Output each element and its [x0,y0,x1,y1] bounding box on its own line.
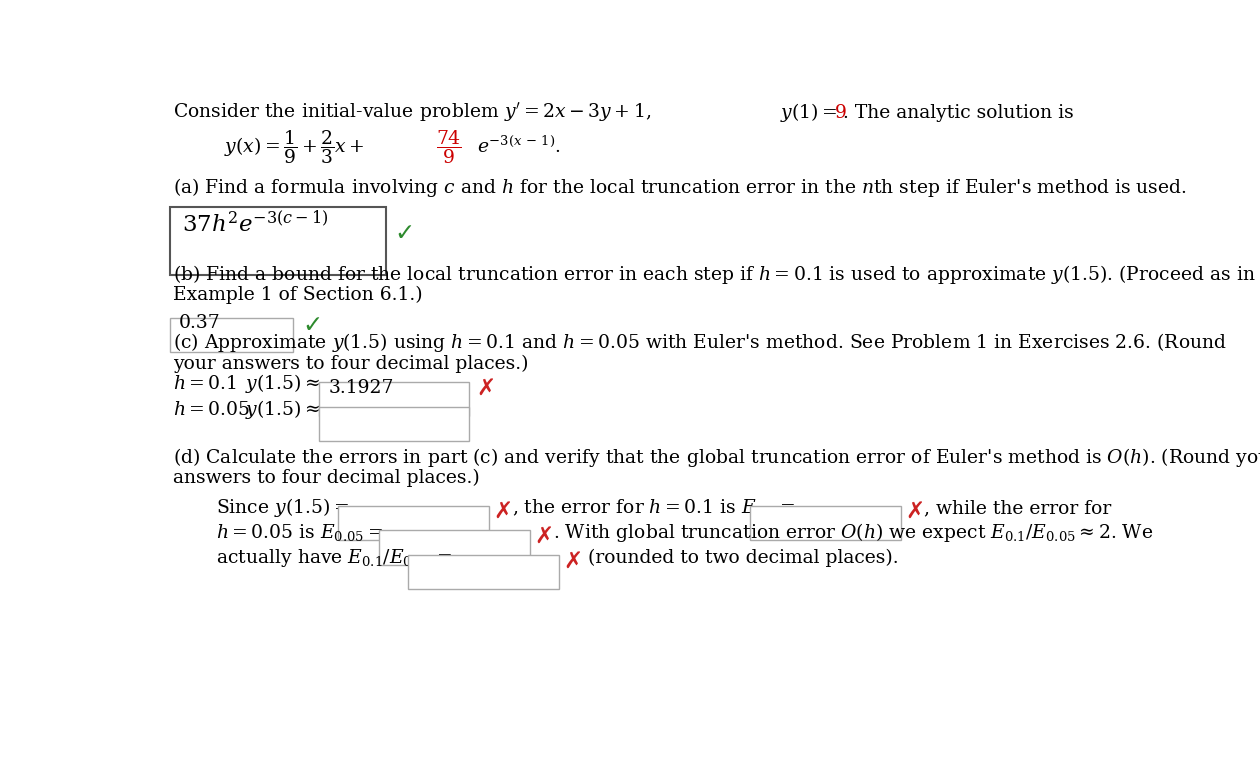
Text: $h = 0.05$: $h = 0.05$ [173,401,251,419]
Text: ✗: ✗ [494,501,513,524]
FancyBboxPatch shape [379,530,529,565]
Text: , the error for $h = 0.1$ is $E_{0.1} = $: , the error for $h = 0.1$ is $E_{0.1} = … [512,497,795,518]
Text: $y(1.5) \approx$: $y(1.5) \approx$ [246,372,320,395]
Text: actually have $E_{0.1}/E_{0.05} = $: actually have $E_{0.1}/E_{0.05} = $ [217,547,452,568]
Text: $9$: $9$ [834,104,847,122]
Text: Consider the initial-value problem $y' = 2x - 3y + 1,$: Consider the initial-value problem $y' =… [173,101,651,124]
Text: Since $y(1.5) = $: Since $y(1.5) = $ [217,497,349,520]
Text: . With global truncation error $O(h)$ we expect $E_{0.1}/E_{0.05} \approx 2$. We: . With global truncation error $O(h)$ we… [553,521,1153,544]
Text: $y(1) = $: $y(1) = $ [780,101,837,124]
Text: . The analytic solution is: . The analytic solution is [843,104,1074,122]
FancyBboxPatch shape [408,555,559,589]
Text: ✗: ✗ [563,551,583,574]
Text: $y(1.5) \approx$: $y(1.5) \approx$ [246,398,320,420]
Text: (rounded to two decimal places).: (rounded to two decimal places). [582,549,898,567]
Text: ✓: ✓ [394,221,415,245]
Text: $37h^2e^{-3(c-1)}$: $37h^2e^{-3(c-1)}$ [181,211,329,237]
Text: Example 1 of Section 6.1.): Example 1 of Section 6.1.) [173,286,423,304]
Text: ✗: ✗ [476,377,495,401]
FancyBboxPatch shape [319,407,469,441]
Text: $y(x) = \dfrac{1}{9} + \dfrac{2}{3}x + $: $y(x) = \dfrac{1}{9} + \dfrac{2}{3}x + $ [224,128,364,166]
Text: (a) Find a formula involving $c$ and $h$ for the local truncation error in the $: (a) Find a formula involving $c$ and $h$… [173,175,1187,198]
Text: 0.37: 0.37 [179,314,220,332]
Text: ✗: ✗ [534,526,553,549]
Text: 3.1927: 3.1927 [329,379,394,397]
Text: (b) Find a bound for the local truncation error in each step if $h = 0.1$ is use: (b) Find a bound for the local truncatio… [173,262,1256,285]
Text: $\dfrac{74}{9}$: $\dfrac{74}{9}$ [436,128,461,166]
Text: ✗: ✗ [906,501,925,524]
Text: (c) Approximate $y(1.5)$ using $h = 0.1$ and $h = 0.05$ with Euler's method. See: (c) Approximate $y(1.5)$ using $h = 0.1$… [173,331,1227,354]
Text: $h = 0.1$: $h = 0.1$ [173,375,237,394]
Text: (d) Calculate the errors in part (c) and verify that the global truncation error: (d) Calculate the errors in part (c) and… [173,446,1260,469]
Text: $e^{-3(x\,-\,1)}.$: $e^{-3(x\,-\,1)}.$ [476,136,561,157]
Text: answers to four decimal places.): answers to four decimal places.) [173,469,480,488]
FancyBboxPatch shape [338,506,489,540]
Text: ✓: ✓ [302,314,323,337]
Text: , while the error for: , while the error for [924,500,1111,517]
FancyBboxPatch shape [170,208,386,275]
FancyBboxPatch shape [319,382,469,416]
FancyBboxPatch shape [170,317,294,352]
Text: $h = 0.05$ is $E_{0.05} = $: $h = 0.05$ is $E_{0.05} = $ [217,522,383,543]
Text: your answers to four decimal places.): your answers to four decimal places.) [173,355,529,373]
FancyBboxPatch shape [750,506,901,540]
